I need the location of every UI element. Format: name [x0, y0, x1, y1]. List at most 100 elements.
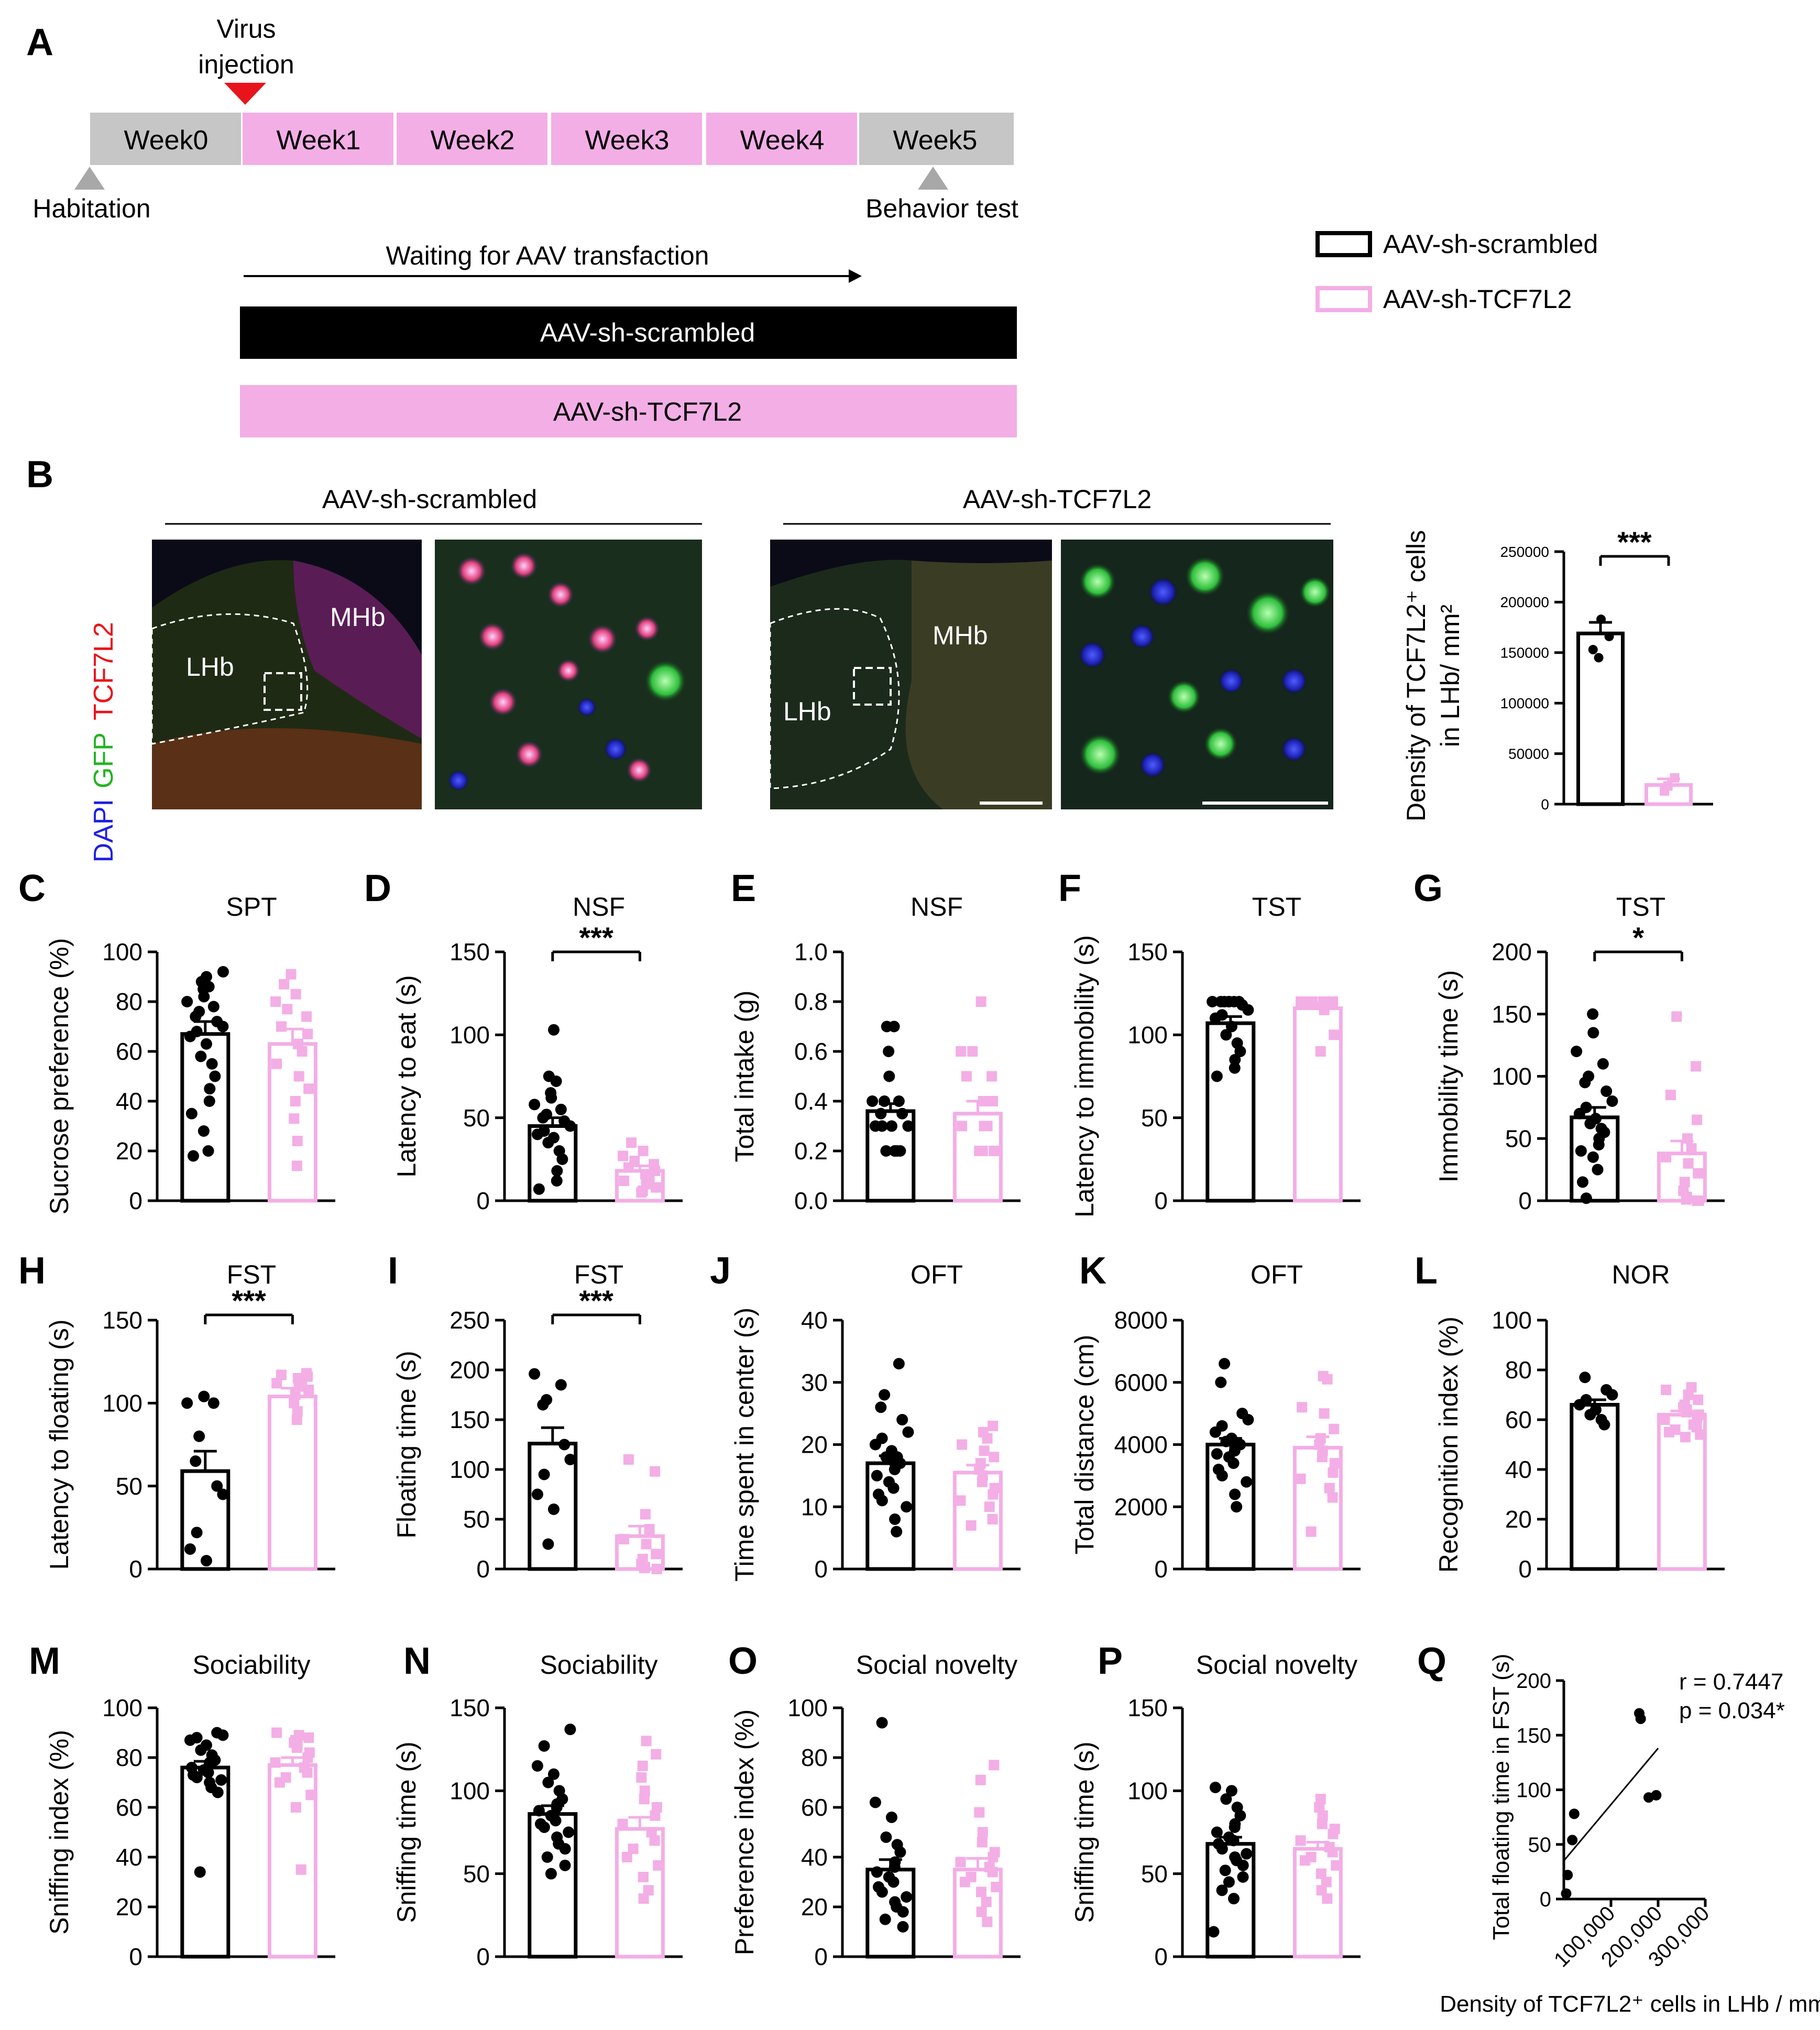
data-point-scrambled — [1220, 1435, 1232, 1447]
week-label-4: Week4 — [740, 125, 825, 156]
data-point-tcf — [1328, 1828, 1339, 1839]
data-point-scrambled — [542, 1137, 554, 1149]
data-point-scrambled — [200, 1555, 212, 1567]
data-point-tcf — [286, 969, 297, 980]
data-point-scrambled — [876, 1717, 888, 1729]
data-point-tcf — [1693, 1168, 1704, 1179]
significance-label: * — [1632, 921, 1644, 954]
panel-letter-i: I — [388, 1250, 398, 1292]
data-point-scrambled — [1211, 1448, 1223, 1460]
stain-label-gfp: GFP — [89, 732, 119, 788]
data-point-scrambled — [875, 1401, 887, 1413]
data-point-scrambled — [1234, 1809, 1246, 1821]
y-tick-label: 0 — [1154, 1943, 1168, 1970]
data-point-tcf — [961, 1071, 972, 1082]
chart-g: G TST 0 50 100 150 200 Immobility time (s) * — [1413, 868, 1725, 1214]
y-tick-label: 20 — [116, 1137, 142, 1165]
data-point-tcf — [977, 1837, 988, 1848]
data-point-scrambled — [1229, 1062, 1241, 1074]
y-tick-label: 0 — [814, 1555, 828, 1583]
data-point-tcf — [986, 1071, 997, 1082]
data-point-tcf — [1680, 1432, 1691, 1443]
y-tick-label: 250000 — [1500, 544, 1549, 560]
data-point-tcf — [1692, 1195, 1703, 1206]
y-tick-label: 100 — [787, 1694, 828, 1721]
data-point-tcf — [1295, 1473, 1306, 1484]
y-tick-label: 0 — [476, 1555, 490, 1583]
data-point-tcf — [638, 1893, 649, 1904]
data-point-tcf — [637, 1760, 648, 1771]
data-point-scrambled — [1584, 1117, 1596, 1129]
data-point-tcf — [270, 1757, 281, 1768]
x-axis-label: Density of TCF7L2⁺ cells in LHb / mm² — [1440, 1991, 1820, 2017]
data-point-scrambled — [564, 1120, 576, 1132]
data-point-tcf — [295, 1864, 306, 1875]
legend: AAV-sh-scrambled AAV-sh-TCF7L2 — [1315, 229, 1598, 314]
data-point-tcf — [989, 1760, 1000, 1771]
data-point-tcf — [1681, 1407, 1692, 1418]
data-point-scrambled — [875, 1107, 887, 1120]
panel-letter-m: M — [29, 1640, 60, 1682]
data-point-tcf — [290, 989, 301, 1000]
data-point-scrambled — [888, 1021, 900, 1033]
data-point-tcf — [1319, 1408, 1330, 1419]
data-point-tcf — [1321, 1877, 1332, 1888]
data-point-tcf — [290, 1096, 301, 1106]
data-point-tcf — [975, 1774, 986, 1785]
y-tick-label: 0 — [1518, 1187, 1532, 1214]
data-point-scrambled — [883, 1070, 895, 1082]
data-point-scrambled — [550, 1076, 562, 1087]
data-point-scrambled — [1606, 1095, 1618, 1107]
y-tick-label: 40 — [801, 1844, 828, 1871]
y-tick-label: 150 — [449, 938, 490, 965]
data-point-scrambled — [559, 1859, 571, 1871]
data-point-scrambled — [1242, 1004, 1254, 1016]
data-point-tcf — [641, 1539, 652, 1550]
data-point-scrambled — [891, 1526, 903, 1538]
data-point-scrambled — [1209, 1012, 1221, 1024]
chart-l: L NOR 0 20 40 60 80 100 Recognition index (%) — [1415, 1250, 1725, 1583]
data-point-scrambled — [564, 1454, 576, 1465]
data-point-scrambled — [1606, 1389, 1618, 1401]
data-point-tcf — [289, 1398, 300, 1409]
data-point-scrambled — [185, 1107, 198, 1120]
data-point-scrambled — [190, 1011, 202, 1023]
y-axis-label: Sniffing time (s) — [392, 1741, 421, 1923]
data-point-tcf — [1660, 786, 1670, 796]
y-tick-label: 200 — [1516, 1670, 1551, 1693]
data-point-scrambled — [190, 1455, 202, 1467]
data-point-scrambled — [209, 1070, 221, 1082]
data-point-scrambled — [212, 1786, 224, 1798]
data-point-tcf — [1314, 1802, 1325, 1813]
data-point-scrambled — [1215, 1376, 1227, 1388]
data-point-scrambled — [550, 1815, 562, 1827]
y-tick-label: 100 — [1127, 1021, 1168, 1048]
data-point-tcf — [1327, 1847, 1338, 1858]
data-point-tcf — [1328, 1467, 1339, 1478]
y-axis-label: Latency to eat (s) — [392, 975, 421, 1177]
data-point-tcf — [1683, 1389, 1694, 1400]
micrograph-tcf-zoom — [1061, 540, 1333, 809]
data-point-tcf — [1295, 1835, 1306, 1846]
data-point — [1561, 1888, 1572, 1899]
data-point-tcf — [623, 1454, 634, 1465]
data-point-tcf — [1331, 1860, 1342, 1871]
waiting-arrow-icon — [849, 269, 862, 283]
data-point-tcf — [643, 1885, 654, 1896]
data-point-scrambled — [545, 1092, 557, 1104]
data-point-scrambled — [200, 1038, 212, 1050]
data-point-scrambled — [1580, 1192, 1592, 1204]
data-point-tcf — [989, 1452, 1000, 1463]
bar-scrambled — [1570, 1403, 1620, 1571]
data-point-scrambled — [1579, 1371, 1591, 1384]
panel-letter-c: C — [18, 868, 46, 909]
y-tick-label: 60 — [116, 1794, 142, 1821]
data-point-tcf — [977, 1476, 988, 1487]
data-point-scrambled — [876, 1886, 888, 1898]
data-point-scrambled — [1225, 1785, 1237, 1797]
y-tick-label: 50 — [1141, 1860, 1168, 1888]
data-point-scrambled — [1209, 1426, 1221, 1438]
data-point-tcf — [302, 1767, 313, 1778]
